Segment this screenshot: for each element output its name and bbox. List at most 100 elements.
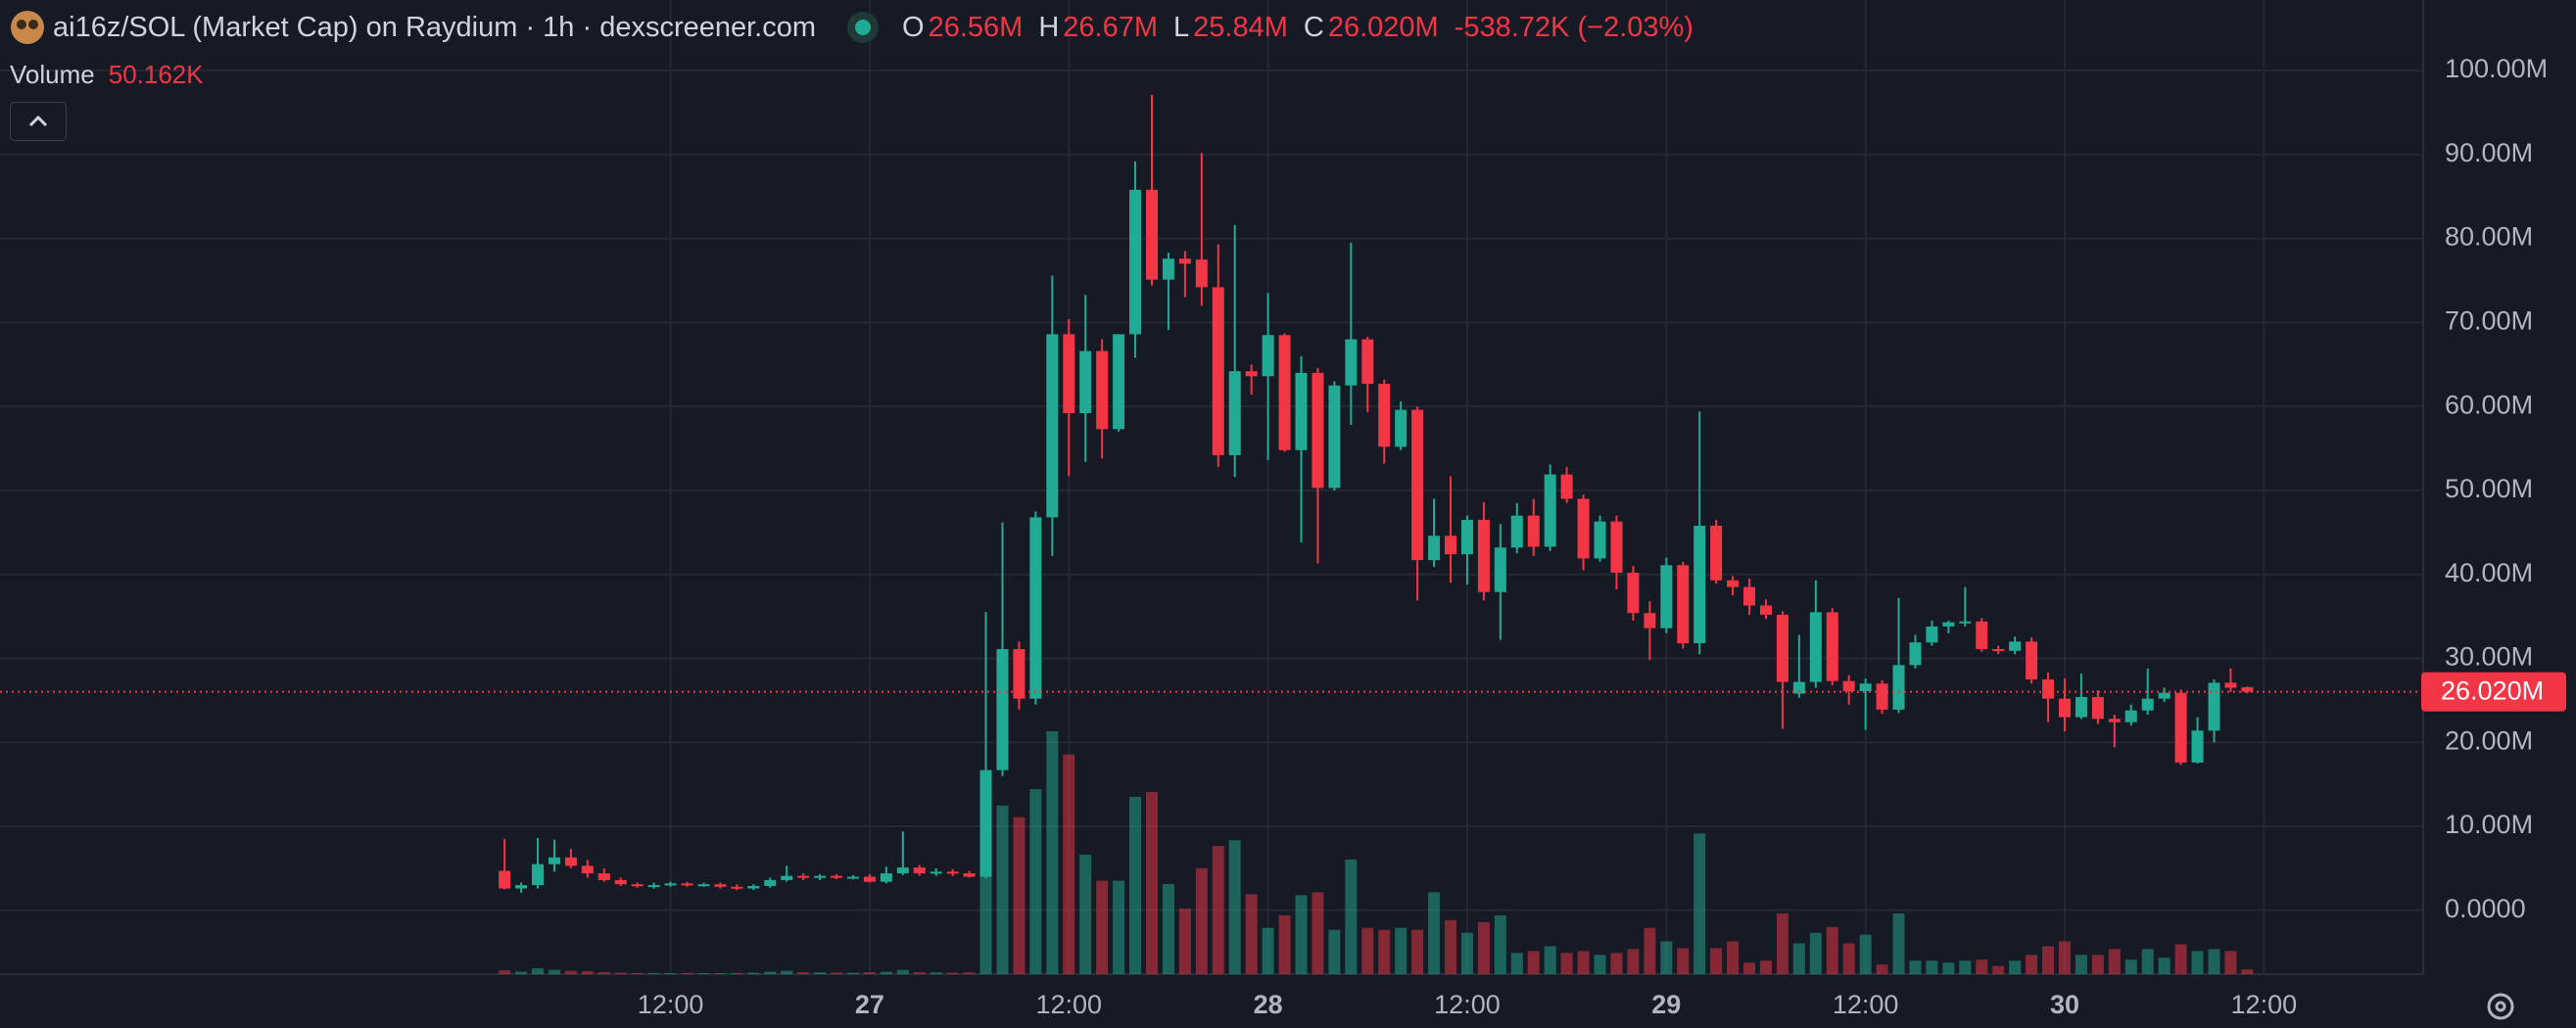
candle-body xyxy=(1926,626,1938,643)
candle-body xyxy=(1627,572,1640,614)
volume-bar xyxy=(1113,880,1125,974)
volume-bar xyxy=(863,972,876,974)
candle-body xyxy=(647,885,660,888)
volume-bar xyxy=(2241,969,2254,974)
candle-body xyxy=(946,871,959,874)
candle-body xyxy=(1809,612,1822,682)
volume-bar xyxy=(1527,951,1540,974)
token-icon xyxy=(11,11,44,44)
volume-bar xyxy=(1428,892,1441,974)
volume-bar xyxy=(896,969,909,974)
candle-body xyxy=(1892,665,1905,710)
volume-bar xyxy=(1892,913,1905,974)
candle-body xyxy=(2108,719,2121,723)
volume-bar xyxy=(814,972,827,974)
candle-body xyxy=(614,879,627,885)
candle-body xyxy=(1494,547,1506,592)
volume-bar xyxy=(1577,951,1590,974)
volume-bar xyxy=(1610,953,1623,974)
candle-body xyxy=(681,883,693,886)
volume-bar xyxy=(1312,892,1324,974)
volume-bar xyxy=(1677,948,1690,974)
candle-body xyxy=(1145,189,1158,280)
volume-bar xyxy=(647,973,660,974)
volume-bar xyxy=(1096,880,1109,974)
y-tick-label: 20.00M xyxy=(2445,725,2533,755)
high-value: 26.67M xyxy=(1063,11,1159,43)
candle-body xyxy=(1859,683,1872,691)
open-value: 26.56M xyxy=(928,11,1024,43)
volume-bar xyxy=(1178,909,1191,974)
candle-body xyxy=(1610,521,1623,573)
candle-body xyxy=(2091,696,2104,720)
volume-bar xyxy=(2141,949,2154,974)
volume-bar xyxy=(1859,934,1872,974)
volume-bar xyxy=(2158,958,2171,974)
candle-body xyxy=(1876,683,1888,710)
volume-bar xyxy=(597,972,610,974)
candle-body xyxy=(1395,409,1407,447)
candle-body xyxy=(1129,189,1142,335)
candle-body xyxy=(2026,641,2038,679)
x-tick-label: 27 xyxy=(855,990,884,1019)
candle-body xyxy=(515,885,528,889)
volume-bar xyxy=(1328,929,1341,974)
candle-body xyxy=(1594,521,1606,559)
volume-bar xyxy=(946,972,959,974)
volume-bar xyxy=(714,973,727,974)
volume-bar xyxy=(664,973,677,974)
candle-body xyxy=(2141,698,2154,711)
last-price-box xyxy=(2421,672,2566,712)
volume-bar xyxy=(1129,796,1142,974)
candle-body xyxy=(499,870,511,889)
volume-bar xyxy=(1013,817,1026,974)
volume-bar xyxy=(1445,919,1457,974)
candle-body xyxy=(1727,580,1740,587)
volume-bar xyxy=(1693,833,1706,974)
volume-bar xyxy=(1926,960,1938,974)
volume-bar xyxy=(1727,941,1740,974)
candle-body xyxy=(863,876,876,882)
candle-body xyxy=(1245,371,1258,377)
volume-bar xyxy=(797,972,810,974)
volume-bar xyxy=(996,805,1009,974)
volume-bar xyxy=(1079,854,1092,974)
candle-body xyxy=(1178,258,1191,264)
volume-bar xyxy=(2042,946,2055,974)
volume-bar xyxy=(2224,951,2237,974)
candle-body xyxy=(1195,259,1208,288)
candle-body xyxy=(1312,372,1324,489)
y-tick-label: 100.00M xyxy=(2445,54,2548,83)
close-prefix: C xyxy=(1303,11,1324,43)
volume-bar xyxy=(963,972,976,974)
volume-bar xyxy=(1909,960,1922,974)
volume-bar xyxy=(532,968,545,974)
volume-bar xyxy=(1842,943,1855,974)
candle-body xyxy=(1113,334,1125,430)
volume-bar xyxy=(1145,792,1158,974)
volume-bar xyxy=(2208,949,2220,974)
volume-bar xyxy=(1743,962,1756,974)
candle-body xyxy=(1079,350,1092,414)
settings-icon[interactable] xyxy=(2481,987,2520,1026)
candle-body xyxy=(896,867,909,874)
candle-body xyxy=(1693,525,1706,644)
x-tick-label: 12:00 xyxy=(2231,990,2298,1019)
low-prefix: L xyxy=(1173,11,1190,43)
volume-bar xyxy=(2075,955,2087,974)
volume-bar xyxy=(2108,949,2121,974)
volume-bar xyxy=(1378,929,1391,974)
candle-body xyxy=(930,871,942,874)
candle-body xyxy=(1560,474,1573,499)
volume-bar xyxy=(1262,927,1274,974)
collapse-button[interactable] xyxy=(10,102,67,141)
high-prefix: H xyxy=(1038,11,1060,43)
candle-body xyxy=(1428,536,1441,561)
low-value: 25.84M xyxy=(1193,11,1288,43)
candle-body xyxy=(714,884,727,887)
volume-bar xyxy=(880,971,892,974)
volume-bar xyxy=(2174,944,2187,974)
volume-bar xyxy=(831,972,843,974)
x-tick-label: 28 xyxy=(1254,990,1283,1019)
candle-body xyxy=(2009,641,2022,651)
